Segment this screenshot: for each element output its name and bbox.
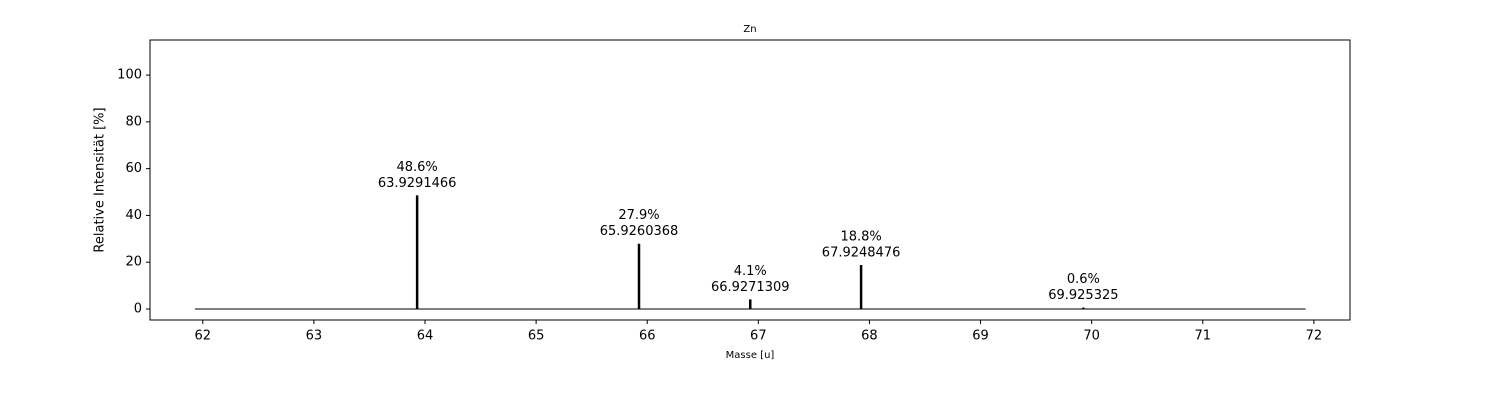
y-tick-label: 100 xyxy=(117,68,142,83)
x-axis-label: Masse [u] xyxy=(726,350,775,361)
data-label: 27.9% xyxy=(618,208,659,223)
y-tick-label: 40 xyxy=(125,208,142,223)
x-tick-label: 62 xyxy=(195,329,212,344)
data-label: 0.6% xyxy=(1067,272,1100,287)
x-tick-label: 65 xyxy=(528,329,545,344)
data-label-mass: 66.9271309 xyxy=(711,280,790,295)
x-tick-label: 69 xyxy=(972,329,989,344)
x-tick-label: 63 xyxy=(306,329,323,344)
data-label: 18.8% xyxy=(840,230,881,245)
y-axis-label: Relative Intensität [%] xyxy=(93,107,108,252)
data-label-mass: 65.9260368 xyxy=(600,224,679,239)
x-tick-label: 64 xyxy=(417,329,434,344)
x-tick-label: 71 xyxy=(1195,329,1212,344)
y-tick-label: 0 xyxy=(134,302,142,317)
x-tick-label: 68 xyxy=(861,329,878,344)
data-label: 4.1% xyxy=(734,264,767,279)
y-tick-label: 20 xyxy=(125,255,142,270)
x-tick-label: 67 xyxy=(750,329,767,344)
plot-frame xyxy=(149,39,1351,321)
data-label: 48.6% xyxy=(396,160,437,175)
x-tick-label: 72 xyxy=(1306,329,1323,344)
data-label-mass: 63.9291466 xyxy=(378,176,457,191)
y-tick-label: 80 xyxy=(125,114,142,129)
y-tick-label: 60 xyxy=(125,161,142,176)
data-label-mass: 67.9248476 xyxy=(822,246,901,261)
data-label-mass: 69.925325 xyxy=(1048,288,1118,303)
x-tick-label: 66 xyxy=(639,329,656,344)
chart-title: Zn xyxy=(743,24,756,35)
x-tick-label: 70 xyxy=(1083,329,1100,344)
